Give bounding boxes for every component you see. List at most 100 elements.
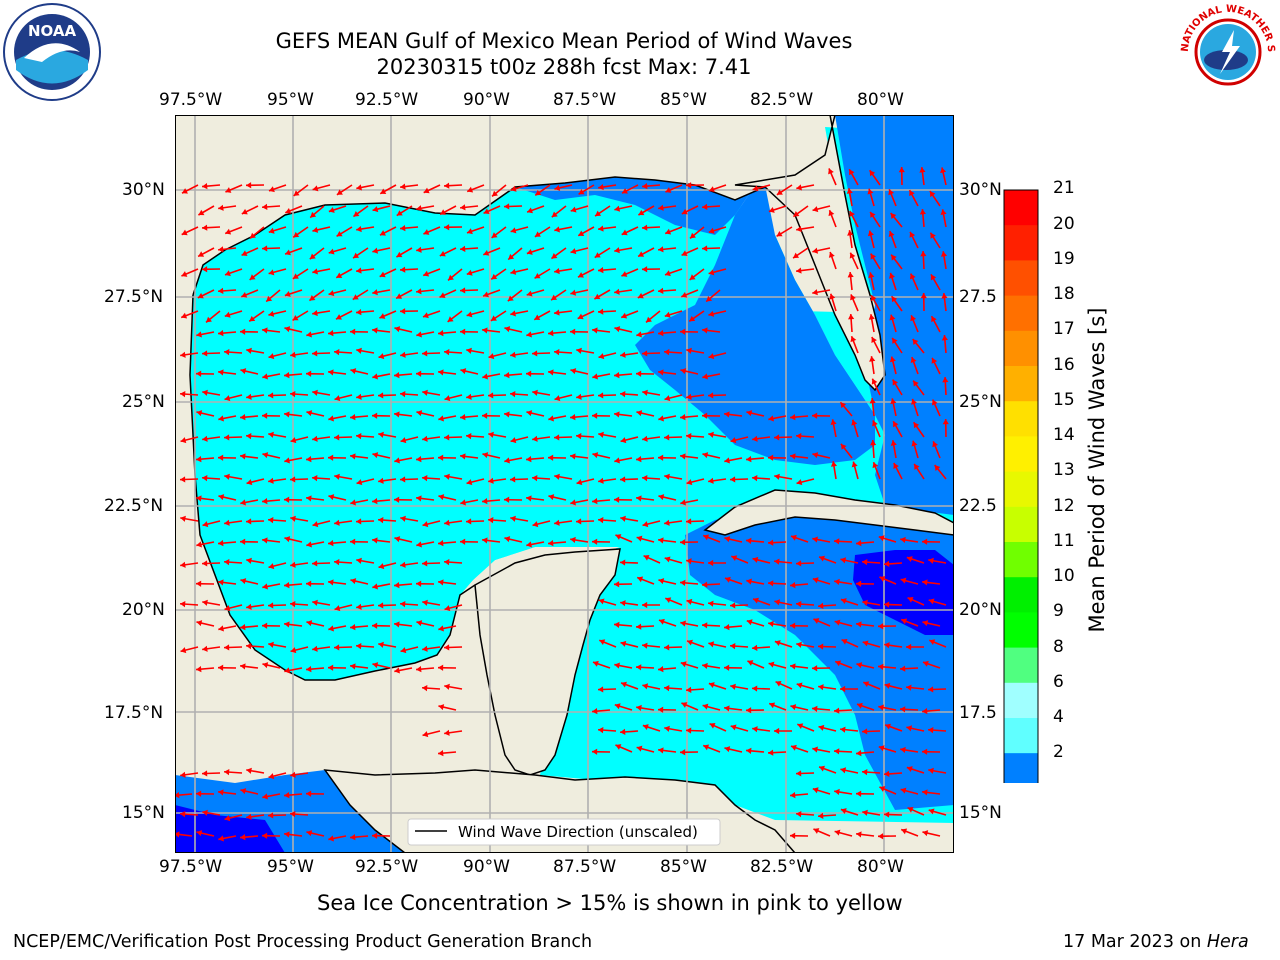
wind-wave-arrowhead <box>614 247 620 254</box>
wind-wave-arrowhead <box>444 224 450 231</box>
wind-wave-arrowhead <box>218 664 224 671</box>
wind-wave-arrowhead <box>621 681 627 688</box>
wind-wave-arrowhead <box>246 518 252 525</box>
wind-wave-arrowhead <box>504 326 511 333</box>
ocean-2-4s-east <box>635 185 875 465</box>
wind-wave-arrowhead <box>262 662 269 669</box>
wind-wave-arrowhead <box>554 519 560 526</box>
wind-wave-arrowhead <box>686 433 692 440</box>
wind-wave-arrowhead <box>306 790 312 797</box>
colorbar-tick: 12 <box>1053 496 1075 516</box>
lon-tick-top: 82.5°W <box>750 90 814 110</box>
wind-wave-arrowhead <box>444 395 451 402</box>
wind-wave-arrowhead <box>400 476 406 483</box>
wind-wave-arrowhead <box>658 537 664 544</box>
wind-wave-arrowhead <box>790 582 796 589</box>
wind-wave-arrowhead <box>598 183 604 191</box>
wind-wave-arrowhead <box>306 331 312 338</box>
wind-wave-arrowhead <box>438 369 444 376</box>
wind-wave-arrowhead <box>642 224 648 231</box>
wind-wave-arrowhead <box>702 327 708 334</box>
lat-tick-right: 30°N <box>959 180 1002 200</box>
mexico-coastline <box>189 294 476 681</box>
colorbar-tick: 16 <box>1053 355 1075 375</box>
wind-wave-arrowhead <box>551 211 558 218</box>
wind-wave-arrowhead <box>416 246 422 253</box>
wind-wave-arrowhead <box>306 620 313 627</box>
wind-wave-arrowhead <box>830 461 838 467</box>
wind-wave-arrowhead <box>224 769 230 776</box>
lat-tick-left: 17.5°N <box>104 703 164 723</box>
wind-wave-arrowhead <box>929 639 936 646</box>
wind-wave-arrowhead <box>774 727 780 735</box>
wind-wave-arrowhead <box>262 412 268 419</box>
wind-wave-arrowhead <box>290 561 296 568</box>
wind-wave-arrowhead <box>768 620 774 628</box>
wind-wave-arrowhead <box>681 702 688 708</box>
wind-wave-arrowhead <box>680 499 686 506</box>
wind-wave-arrowhead <box>642 350 648 357</box>
wind-wave-arrowhead <box>942 377 949 383</box>
wind-wave-arrowhead <box>570 328 576 335</box>
wind-wave-arrowhead <box>724 664 730 671</box>
wind-wave-arrowhead <box>922 579 928 586</box>
wind-wave-arrowhead <box>394 667 400 674</box>
wind-wave-arrowhead <box>595 210 602 217</box>
wind-wave-arrowhead <box>818 643 824 650</box>
wind-wave-arrowhead <box>218 579 224 586</box>
wind-wave-arrowhead <box>268 477 274 484</box>
wind-wave-arrowhead <box>752 556 759 563</box>
wind-wave-arrowhead <box>680 579 686 586</box>
wind-wave-arrowhead <box>702 581 708 588</box>
gulf-of-mexico-map: Wind Wave Direction (unscaled) <box>175 115 954 853</box>
wind-wave-arrowhead <box>708 682 715 688</box>
wind-wave-arrowhead <box>870 253 877 260</box>
wind-wave-arrowhead <box>889 314 896 321</box>
wind-wave-arrowhead <box>909 190 915 197</box>
wind-wave-arrowhead <box>914 463 920 470</box>
wind-wave-arrowhead <box>638 251 645 257</box>
wind-wave-arrowhead <box>642 266 648 273</box>
wind-wave-arrowhead <box>646 316 652 323</box>
wind-wave-arrowhead <box>218 415 224 422</box>
wind-wave-arrowhead <box>312 599 318 606</box>
wind-wave-arrowhead <box>730 476 736 483</box>
wind-wave-arrowhead <box>378 353 385 360</box>
wind-wave-arrowhead <box>350 453 356 460</box>
wind-wave-arrowhead <box>196 410 203 417</box>
wind-wave-arrowhead <box>680 414 686 421</box>
colorbar-tick: 14 <box>1053 425 1075 445</box>
wind-wave-arrowhead <box>262 498 268 505</box>
wind-wave-arrowhead <box>246 603 252 610</box>
wind-wave-arrowhead <box>686 479 693 486</box>
colorbar-segment <box>1004 506 1038 543</box>
wind-wave-arrowhead <box>592 412 598 419</box>
wind-wave-arrowhead <box>334 605 341 612</box>
wind-wave-arrowhead <box>891 254 897 261</box>
wind-wave-arrowhead <box>394 536 401 543</box>
wind-wave-arrowhead <box>708 431 714 438</box>
wind-wave-arrowhead <box>900 536 906 544</box>
wind-wave-arrowhead <box>196 456 202 463</box>
wind-wave-arrowhead <box>856 831 862 838</box>
wind-wave-arrowhead <box>249 274 256 280</box>
wind-wave-arrowhead <box>919 167 926 173</box>
wind-wave-arrowhead <box>686 393 692 400</box>
wind-wave-arrowhead <box>240 499 246 506</box>
wind-wave-arrowhead <box>202 599 208 606</box>
wind-wave-arrowhead <box>878 833 884 840</box>
wind-wave-arrowhead <box>796 267 802 274</box>
wind-wave-arrowhead <box>372 373 378 380</box>
wind-wave-arrowhead <box>284 621 290 628</box>
wind-wave-arrowhead <box>180 437 187 444</box>
wind-wave-arrowhead <box>856 580 862 587</box>
wind-wave-arrowhead <box>592 327 598 334</box>
wind-wave-arrowhead <box>850 336 857 343</box>
wind-wave-arrowhead <box>246 813 252 820</box>
wind-wave-arrowhead <box>636 664 642 671</box>
wind-wave-arrowhead <box>922 789 928 796</box>
lat-tick-left: 27.5°N <box>104 287 164 307</box>
wind-wave-arrowhead <box>901 828 908 835</box>
wind-wave-arrowhead <box>268 812 274 819</box>
wind-wave-arrowhead <box>198 251 205 257</box>
